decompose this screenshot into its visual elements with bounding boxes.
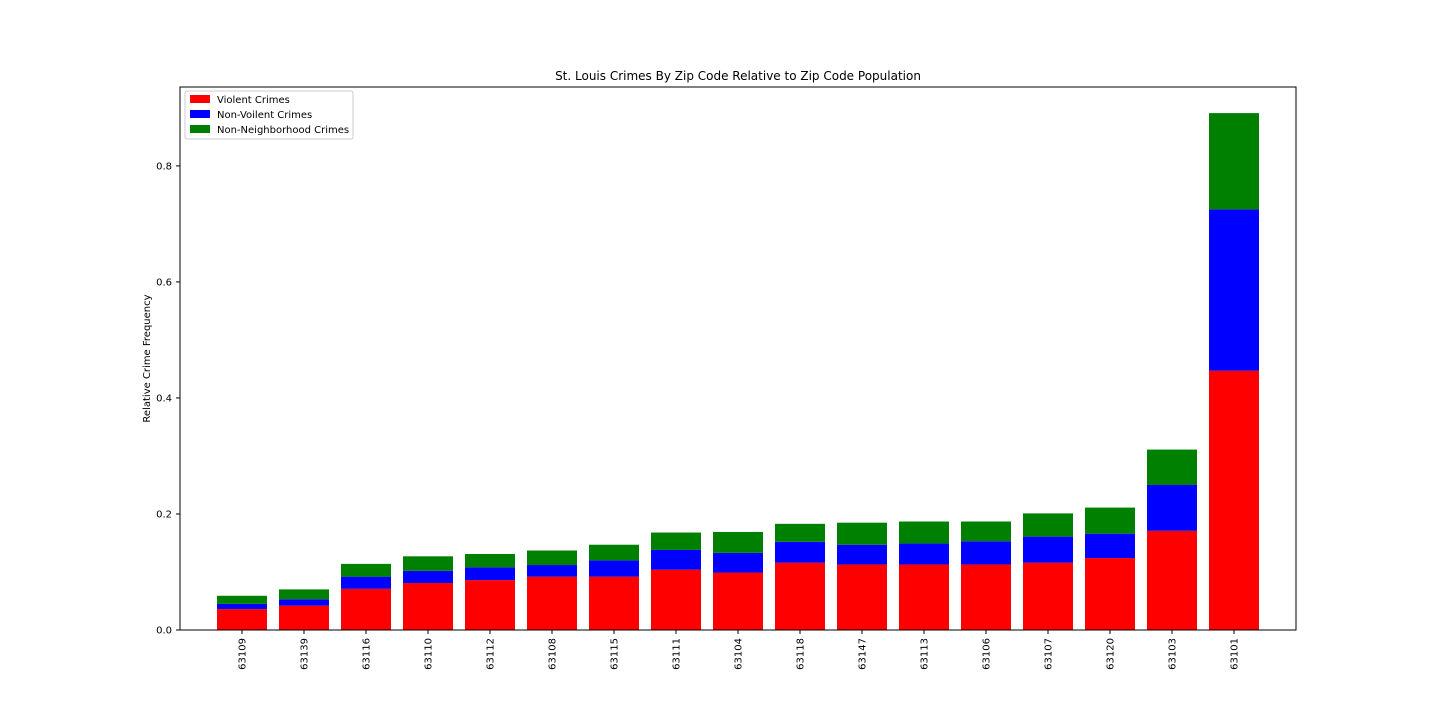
bar-segment-63103-series-2 [1147, 449, 1197, 485]
y-axis-label: Relative Crime Frequency [142, 294, 153, 422]
x-tick-label: 63107 [1044, 638, 1055, 670]
x-tick-label: 63110 [424, 638, 435, 670]
legend-label-non-neighborhood: Non-Neighborhood Crimes [217, 125, 349, 136]
y-tick-label: 0.8 [156, 161, 172, 172]
bar-segment-63107-series-0 [1023, 562, 1073, 630]
x-tick-label: 63111 [672, 638, 683, 670]
x-tick-label: 63106 [982, 638, 993, 670]
legend-label-violent: Violent Crimes [217, 95, 290, 106]
x-tick-label: 63116 [362, 638, 373, 670]
bar-segment-63110-series-0 [403, 583, 453, 630]
x-tick-label: 63109 [238, 638, 249, 670]
x-tick-label: 63113 [920, 638, 931, 670]
bar-segment-63101-series-0 [1209, 370, 1259, 630]
bar-segment-63106-series-0 [961, 564, 1011, 630]
y-tick-label: 0.0 [156, 626, 172, 637]
bar-segment-63116-series-1 [341, 576, 391, 589]
bar-segment-63109-series-1 [217, 603, 267, 610]
bar-segment-63118-series-1 [775, 541, 825, 563]
bar-segment-63104-series-1 [713, 552, 763, 573]
bar-segment-63112-series-1 [465, 567, 515, 581]
bar-segment-63115-series-0 [589, 576, 639, 630]
bar-segment-63147-series-1 [837, 544, 887, 565]
bar-segment-63106-series-2 [961, 521, 1011, 542]
legend-swatch-non-neighborhood [190, 125, 210, 133]
bar-segment-63112-series-0 [465, 580, 515, 630]
bar-segment-63118-series-0 [775, 562, 825, 630]
bar-segment-63103-series-1 [1147, 484, 1197, 531]
bar-segment-63111-series-1 [651, 549, 701, 570]
bar-segment-63104-series-2 [713, 531, 763, 553]
y-tick-label: 0.4 [156, 393, 172, 404]
bar-segment-63115-series-2 [589, 544, 639, 561]
bar-segment-63106-series-1 [961, 541, 1011, 565]
bar-segment-63116-series-2 [341, 563, 391, 577]
x-tick-label: 63101 [1230, 638, 1241, 670]
x-tick-label: 63120 [1106, 638, 1117, 670]
y-axis: 0.0 0.2 0.4 0.6 0.8 [156, 161, 180, 637]
bar-segment-63116-series-0 [341, 588, 391, 630]
bar-segment-63113-series-0 [899, 564, 949, 630]
bar-segment-63147-series-0 [837, 564, 887, 630]
legend-box [184, 90, 354, 140]
x-tick-label: 63112 [486, 638, 497, 670]
x-tick-label: 63139 [300, 638, 311, 670]
legend: Violent Crimes Non-Voilent Crimes Non-Ne… [184, 90, 354, 140]
legend-label-non-violent: Non-Voilent Crimes [217, 110, 312, 121]
x-axis: 63109 63139 63116 63110 63112 63108 63115 63111… [238, 630, 1241, 670]
bar-segment-63101-series-1 [1209, 209, 1259, 371]
bar-segment-63103-series-0 [1147, 530, 1197, 630]
bar-segment-63108-series-1 [527, 565, 577, 577]
bar-segment-63101-series-2 [1209, 113, 1259, 210]
bar-segment-63113-series-2 [899, 521, 949, 544]
bar-segment-63108-series-0 [527, 576, 577, 630]
bar-segment-63147-series-2 [837, 522, 887, 545]
bar-segment-63139-series-1 [279, 599, 329, 606]
y-tick-label: 0.6 [156, 277, 172, 288]
bar-segment-63109-series-0 [217, 609, 267, 630]
x-tick-label: 63108 [548, 638, 559, 670]
x-tick-label: 63115 [610, 638, 621, 670]
bar-segment-63118-series-2 [775, 523, 825, 542]
x-tick-label: 63103 [1168, 638, 1179, 670]
bar-segment-63120-series-0 [1085, 558, 1135, 630]
bar-segment-63115-series-1 [589, 560, 639, 577]
bar-segment-63104-series-0 [713, 572, 763, 630]
bar-segment-63107-series-2 [1023, 513, 1073, 537]
bar-segment-63111-series-2 [651, 532, 701, 550]
bars-layer [217, 113, 1259, 630]
bar-segment-63111-series-0 [651, 569, 701, 630]
x-tick-label: 63118 [796, 638, 807, 670]
x-tick-label: 63147 [858, 638, 869, 670]
bar-segment-63120-series-1 [1085, 533, 1135, 559]
legend-swatch-non-violent [190, 110, 210, 118]
bar-segment-63108-series-2 [527, 550, 577, 566]
bar-segment-63113-series-1 [899, 543, 949, 565]
bar-segment-63107-series-1 [1023, 536, 1073, 563]
legend-swatch-violent [190, 95, 210, 103]
bar-segment-63109-series-2 [217, 595, 267, 604]
bar-segment-63110-series-1 [403, 570, 453, 584]
chart-title: St. Louis Crimes By Zip Code Relative to… [555, 69, 921, 83]
bar-segment-63120-series-2 [1085, 507, 1135, 534]
bar-segment-63110-series-2 [403, 556, 453, 571]
bar-segment-63139-series-2 [279, 589, 329, 600]
bar-segment-63139-series-0 [279, 605, 329, 630]
y-tick-label: 0.2 [156, 509, 172, 520]
x-tick-label: 63104 [734, 638, 745, 670]
bar-segment-63112-series-2 [465, 554, 515, 568]
